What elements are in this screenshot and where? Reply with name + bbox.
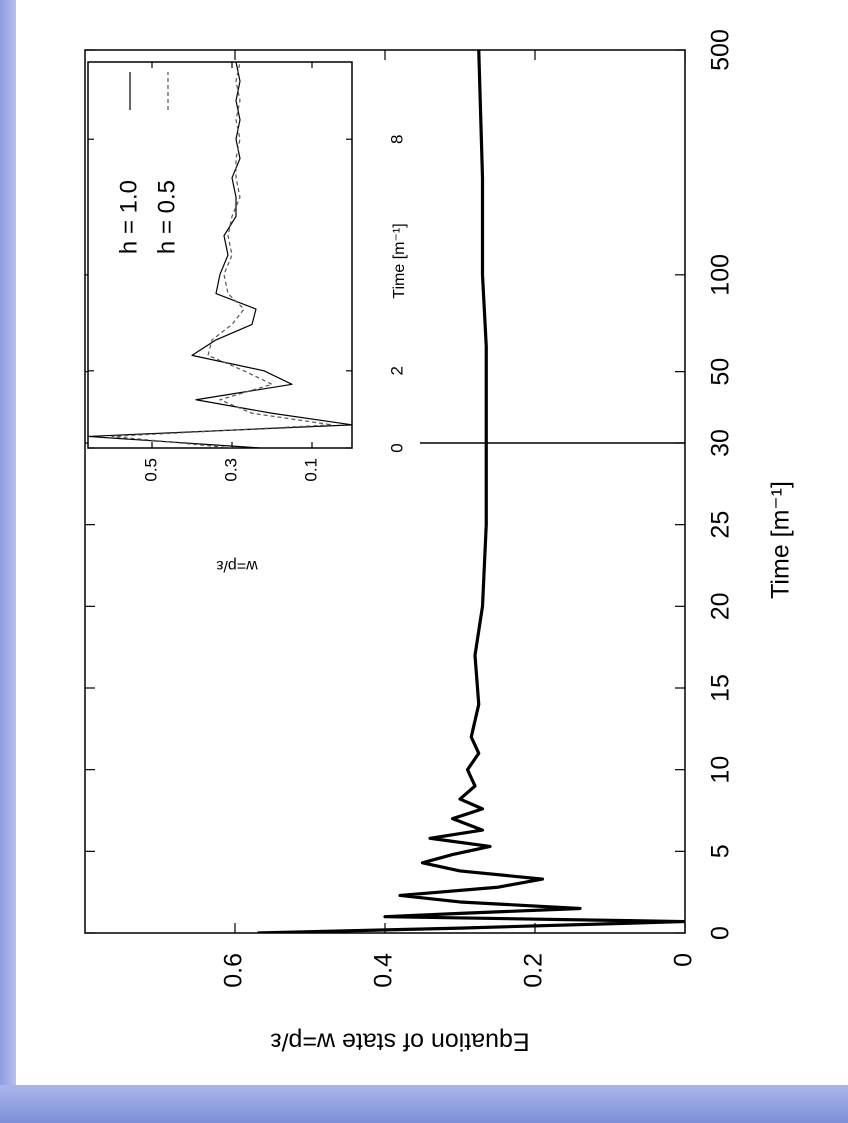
x-tick-label: 5: [707, 844, 735, 858]
x-tick-label: 0: [387, 443, 406, 452]
plot-frame: [87, 61, 353, 449]
x-axis-label: Time [m⁻¹]: [391, 223, 408, 298]
y-axis-label: w=p/ε: [216, 557, 258, 574]
y-tick-label: 0.2: [520, 953, 548, 988]
x-tick-label: 0: [707, 926, 735, 940]
x-tick-label: 30: [707, 429, 735, 457]
y-tick-label: 0: [670, 953, 698, 967]
slide-border-left: [0, 0, 16, 1085]
series-line: [111, 62, 333, 448]
x-tick-label: 10: [707, 756, 735, 784]
series-line: [88, 62, 352, 448]
x-tick-label: 500: [707, 29, 735, 71]
legend-label: h = 0.5: [153, 180, 180, 254]
y-tick-label: 0.5: [141, 458, 160, 482]
x-tick-label: 15: [707, 674, 735, 702]
y-tick-label: 0.3: [221, 458, 240, 482]
slide-border-bottom: [0, 1085, 848, 1123]
x-tick-label: 2: [387, 366, 406, 375]
y-tick-label: 0.6: [220, 953, 248, 988]
x-axis-label: Time [m⁻¹]: [767, 481, 795, 599]
x-tick-label: 100: [707, 254, 735, 296]
x-tick-label: 8: [387, 134, 406, 143]
y-axis-label: Equation of state w=p/ε: [270, 1027, 529, 1055]
x-tick-label: 20: [707, 592, 735, 620]
legend-label: h = 1.0: [115, 180, 142, 254]
y-tick-label: 0.4: [370, 953, 398, 988]
series-line: [257, 50, 685, 933]
x-tick-label: 25: [707, 511, 735, 539]
y-tick-label: 0.1: [301, 458, 320, 482]
x-tick-label: 50: [707, 358, 735, 386]
